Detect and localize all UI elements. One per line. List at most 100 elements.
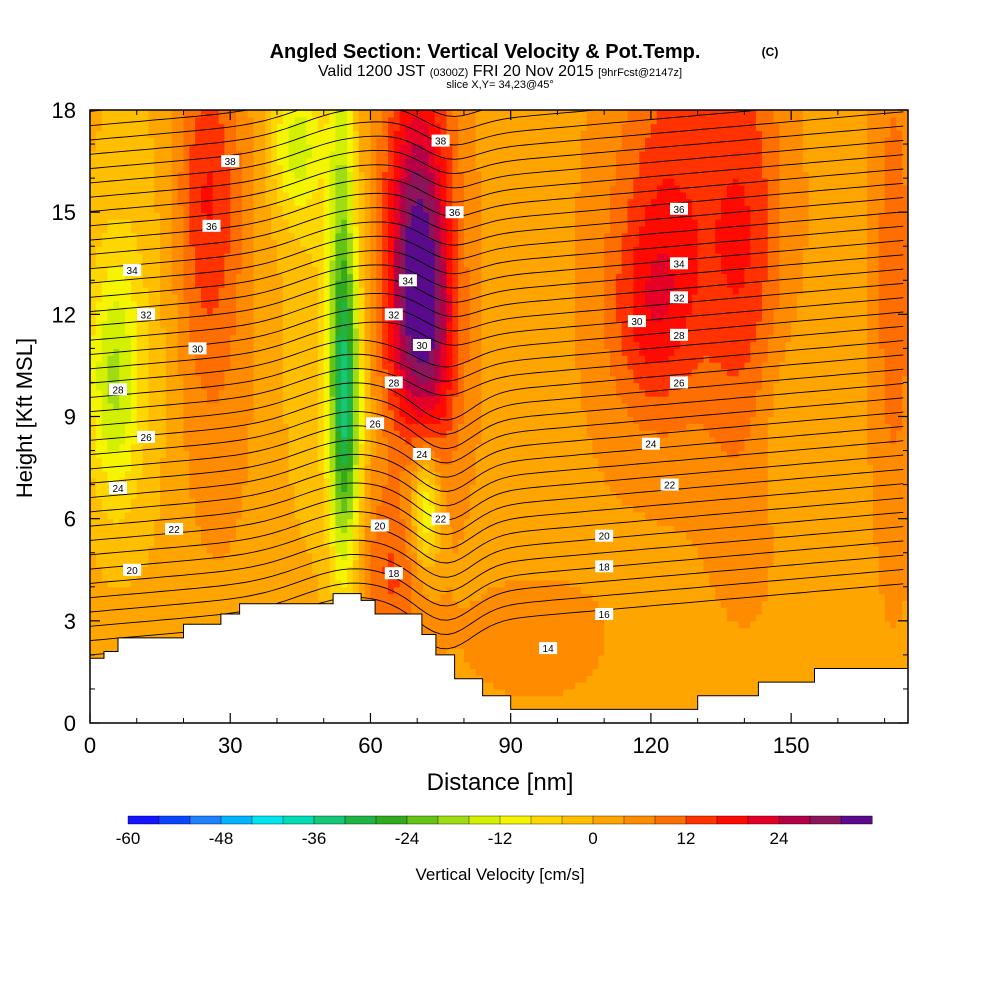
velocity-cell	[557, 654, 564, 663]
velocity-cell	[896, 545, 903, 554]
velocity-cell	[767, 627, 775, 636]
velocity-cell	[446, 545, 453, 554]
velocity-cell	[154, 511, 161, 520]
velocity-cell	[136, 614, 144, 622]
velocity-cell	[481, 641, 488, 649]
velocity-cell	[721, 654, 728, 663]
velocity-cell	[452, 559, 459, 567]
velocity-cell	[872, 607, 880, 615]
velocity-cell	[241, 559, 249, 567]
velocity-cell	[744, 505, 751, 513]
velocity-cell	[621, 511, 629, 520]
velocity-cell	[90, 559, 97, 567]
velocity-cell	[674, 634, 681, 642]
velocity-cell	[160, 511, 167, 520]
velocity-cell	[551, 654, 559, 663]
velocity-cell	[709, 620, 716, 629]
velocity-cell	[440, 491, 448, 499]
velocity-cell	[604, 654, 611, 663]
velocity-cell	[715, 627, 722, 636]
velocity-cell	[201, 566, 208, 574]
velocity-cell	[756, 600, 763, 608]
velocity-cell	[738, 559, 745, 567]
velocity-cell	[814, 586, 821, 595]
velocity-cell	[645, 614, 652, 622]
velocity-cell	[639, 505, 646, 513]
velocity-cell	[405, 586, 412, 595]
velocity-cell	[685, 620, 693, 629]
velocity-cell	[90, 505, 97, 513]
velocity-cell	[247, 545, 255, 554]
velocity-cell	[726, 579, 734, 588]
velocity-cell	[557, 607, 564, 615]
velocity-cell	[767, 607, 775, 615]
velocity-cell	[493, 484, 500, 493]
velocity-cell	[481, 648, 488, 656]
velocity-cell	[113, 586, 120, 595]
velocity-cell	[160, 600, 167, 608]
velocity-cell	[341, 586, 348, 595]
velocity-cell	[855, 607, 862, 615]
velocity-cell	[364, 484, 372, 493]
velocity-cell	[814, 634, 821, 642]
velocity-cell	[563, 491, 570, 499]
velocity-cell	[90, 552, 97, 561]
velocity-cell	[341, 552, 348, 561]
velocity-cell	[738, 648, 745, 656]
velocity-cell	[201, 525, 208, 533]
velocity-cell	[551, 586, 559, 595]
velocity-cell	[493, 682, 500, 690]
velocity-cell	[569, 614, 576, 622]
velocity-cell	[779, 627, 786, 636]
velocity-cell	[341, 505, 348, 513]
velocity-cell	[288, 579, 296, 588]
velocity-cell	[440, 579, 448, 588]
velocity-cell	[563, 600, 570, 608]
velocity-cell	[738, 532, 745, 540]
velocity-cell	[569, 675, 576, 683]
velocity-cell	[662, 641, 670, 649]
velocity-cell	[463, 545, 471, 554]
velocity-cell	[773, 620, 781, 629]
velocity-cell	[241, 586, 249, 595]
velocity-cell	[878, 614, 886, 622]
velocity-cell	[715, 586, 722, 595]
velocity-cell	[738, 620, 745, 629]
velocity-cell	[668, 695, 675, 704]
velocity-cell	[522, 545, 529, 554]
velocity-cell	[154, 552, 161, 561]
velocity-cell	[195, 532, 202, 540]
velocity-cell	[650, 559, 658, 567]
velocity-cell	[837, 648, 845, 656]
velocity-cell	[685, 566, 693, 574]
velocity-cell	[516, 505, 523, 513]
velocity-cell	[499, 600, 506, 608]
velocity-cell	[715, 600, 722, 608]
velocity-cell	[306, 579, 313, 588]
velocity-cell	[761, 505, 769, 513]
velocity-cell	[563, 682, 570, 690]
velocity-cell	[382, 477, 389, 486]
velocity-cell	[779, 566, 786, 574]
velocity-cell	[201, 559, 208, 567]
velocity-cell	[347, 525, 354, 533]
velocity-cell	[510, 498, 518, 506]
velocity-cell	[691, 668, 699, 676]
velocity-cell	[411, 600, 418, 608]
velocity-cell	[160, 525, 167, 533]
velocity-cell	[598, 484, 605, 493]
velocity-cell	[504, 498, 512, 506]
velocity-cell	[685, 491, 693, 499]
velocity-cell	[101, 620, 109, 629]
velocity-cell	[475, 511, 483, 520]
velocity-cell	[504, 648, 512, 656]
velocity-cell	[294, 491, 301, 499]
velocity-cell	[504, 477, 512, 486]
velocity-cell	[598, 573, 605, 581]
velocity-cell	[668, 518, 675, 527]
velocity-cell	[113, 545, 120, 554]
velocity-cell	[861, 648, 868, 656]
velocity-cell	[352, 505, 360, 513]
velocity-cell	[849, 559, 857, 567]
velocity-cell	[510, 620, 518, 629]
